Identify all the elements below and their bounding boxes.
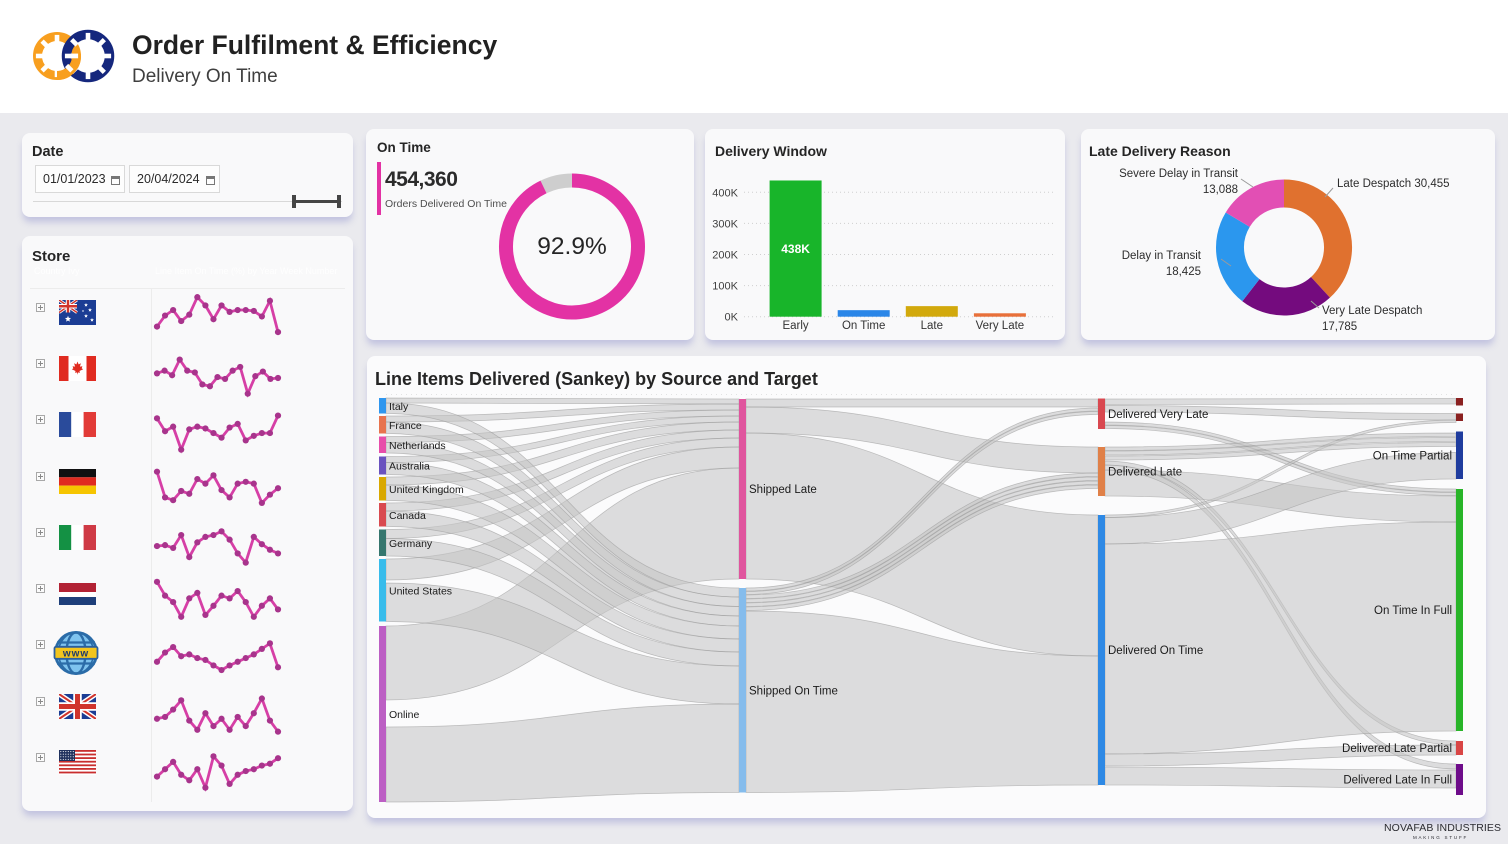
svg-text:18,425: 18,425 [1166,266,1201,278]
svg-text:Shipped On Time: Shipped On Time [749,685,838,697]
svg-text:Delivered On Time: Delivered On Time [1108,645,1203,657]
svg-text:Online: Online [389,709,420,721]
svg-text:Delivered Late Partial: Delivered Late Partial [1342,743,1452,755]
svg-text:100K: 100K [712,281,738,293]
svg-text:United States: United States [389,585,452,597]
svg-text:On Time: On Time [842,320,885,332]
svg-text:Delay in Transit: Delay in Transit [1122,250,1202,262]
svg-text:Late: Late [921,320,943,332]
svg-text:Very Late: Very Late [976,320,1025,332]
svg-text:Delivered Late In Full: Delivered Late In Full [1343,775,1452,787]
svg-text:Late Despatch 30,455: Late Despatch 30,455 [1337,178,1450,190]
svg-text:17,785: 17,785 [1322,321,1357,333]
svg-text:200K: 200K [712,250,738,262]
svg-text:438K: 438K [781,242,810,256]
svg-text:Australia: Australia [389,461,430,473]
svg-text:France: France [389,420,422,432]
svg-text:Delivered Late: Delivered Late [1108,467,1182,479]
svg-text:0K: 0K [725,312,739,324]
svg-text:Shipped Late: Shipped Late [749,484,817,496]
svg-text:On Time In Full: On Time In Full [1374,605,1452,617]
svg-text:Early: Early [782,320,808,332]
svg-text:400K: 400K [712,187,738,199]
svg-text:Germany: Germany [389,538,433,550]
svg-text:www: www [62,649,89,660]
svg-text:Delivered Very Late: Delivered Very Late [1108,409,1208,421]
svg-text:Italy: Italy [389,401,409,413]
svg-text:300K: 300K [712,218,738,230]
svg-text:United Kingdom: United Kingdom [389,484,464,496]
svg-text:Severe Delay in Transit: Severe Delay in Transit [1119,168,1239,180]
svg-text:Netherlands: Netherlands [389,440,446,452]
svg-text:13,088: 13,088 [1203,184,1238,196]
svg-text:Canada: Canada [389,510,426,522]
svg-text:Very Late Despatch: Very Late Despatch [1322,305,1422,317]
svg-text:On Time Partial: On Time Partial [1373,450,1452,462]
